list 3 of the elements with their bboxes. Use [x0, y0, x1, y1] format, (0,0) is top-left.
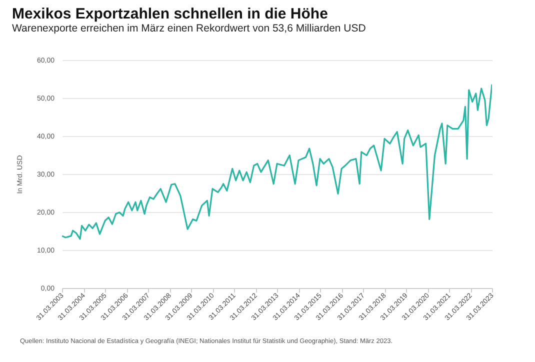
line-series [62, 84, 492, 240]
chart-subtitle: Warenexporte erreichen im März einen Rekordwert von 53,6 Milliarden USD [12, 22, 366, 34]
chart-title: Mexikos Exportzahlen schnellen in die Höhe [12, 6, 328, 22]
